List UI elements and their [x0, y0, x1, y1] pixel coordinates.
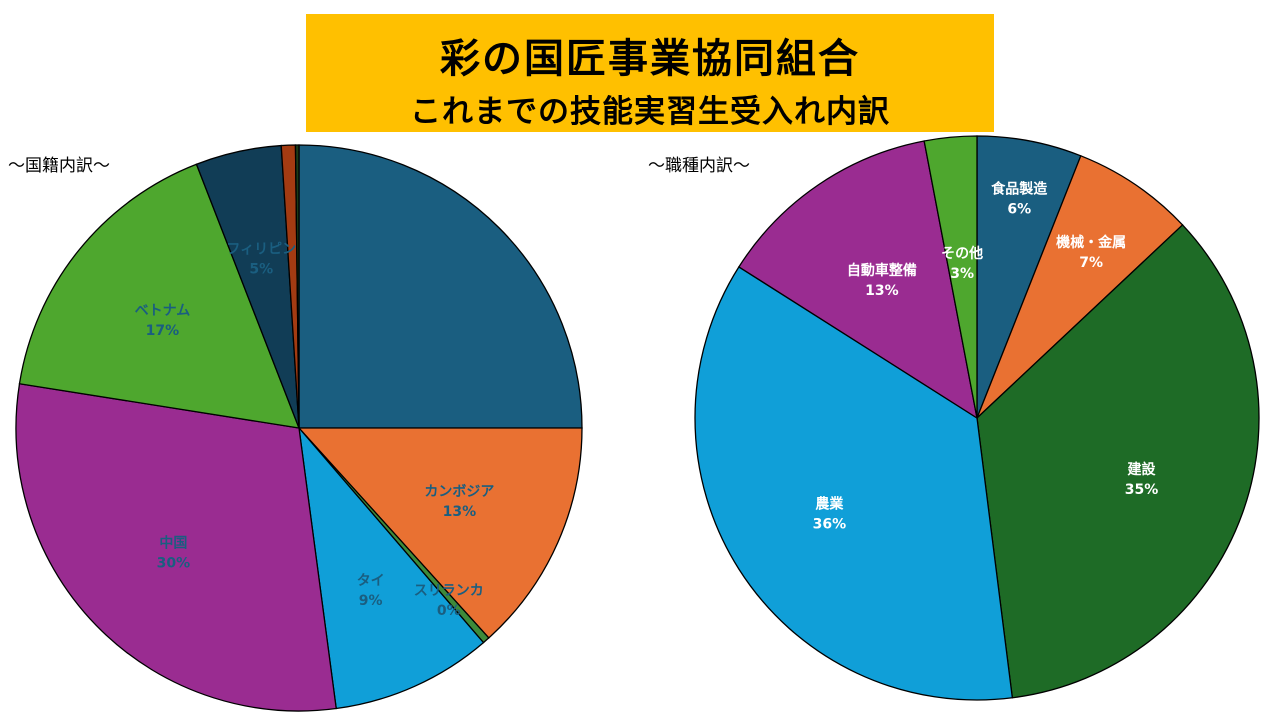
occupation-slice-name-0: 食品製造	[991, 180, 1047, 197]
nationality-slice-3	[298, 425, 485, 710]
occupation-slice-name-4: 自動車整備	[847, 262, 917, 279]
occupation-chart-heading: ～職種内訳～	[648, 156, 750, 176]
occupation-slice-2	[976, 224, 1260, 699]
title-banner: 彩の国匠事業協同組合 これまでの技能実習生受入れ内訳	[306, 14, 994, 132]
nationality-slice-8	[294, 144, 300, 429]
nationality-chart-heading: ～国籍内訳～	[8, 156, 110, 176]
occupation-slice-name-1: 機械・金属	[1056, 234, 1126, 251]
nationality-slice-5	[18, 163, 301, 429]
occupation-slice-percent-4: 13%	[865, 283, 899, 299]
nationality-slice-name-5: ベトナム	[135, 303, 191, 319]
occupation-slice-name-2: 建設	[1128, 461, 1157, 478]
page-title: 彩の国匠事業協同組合	[440, 36, 860, 82]
occupation-slice-percent-3: 36%	[813, 517, 847, 533]
occupation-slice-percent-2: 35%	[1125, 482, 1159, 498]
occupation-slice-1	[976, 154, 1184, 419]
nationality-slice-percent-3: 9%	[359, 593, 383, 609]
occupation-slice-percent-5: 3%	[950, 266, 974, 282]
nationality-slice-name-1: カンボジア	[424, 484, 494, 500]
nationality-slice-percent-1: 13%	[443, 504, 477, 520]
occupation-slice-name-3: 農業	[815, 496, 844, 513]
nationality-slice-name-2: スリランカ	[414, 583, 484, 599]
nationality-slice-percent-5: 17%	[146, 323, 180, 339]
occupation-slice-percent-0: 6%	[1007, 201, 1031, 217]
page-subtitle: これまでの技能実習生受入れ内訳	[410, 94, 890, 130]
occupation-pie-chart: 食品製造 6% 機械・金属 7% 建設 35% 農業 36% 自動車整備 13% その他 3%	[694, 135, 1260, 701]
occupation-slice-3	[694, 265, 1014, 701]
nationality-slice-1	[297, 427, 583, 639]
nationality-slice-4	[15, 382, 337, 712]
nationality-slice-percent-4: 30%	[157, 556, 191, 572]
nationality-slice-name-4: 中国	[159, 535, 187, 552]
occupation-slice-5	[923, 135, 978, 419]
occupation-slice-percent-1: 7%	[1079, 255, 1103, 271]
nationality-slice-percent-2: 0%	[437, 603, 461, 619]
nationality-slice-name-3: タイ	[357, 573, 385, 589]
occupation-slice-4	[738, 140, 978, 420]
nationality-pie-chart: カンボジア 13% スリランカ 0% タイ 9% 中国 30% ベトナム 17% フィリピン 5%	[15, 144, 583, 712]
nationality-slice-percent-6: 5%	[249, 262, 273, 278]
nationality-slice-0	[298, 144, 583, 429]
nationality-slice-name-6: フィリピン	[226, 242, 296, 258]
occupation-slice-name-5: その他	[941, 245, 983, 262]
